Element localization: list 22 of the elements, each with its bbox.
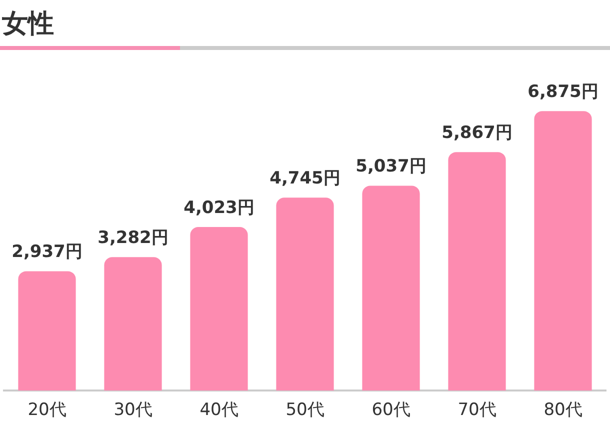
- bar: [104, 257, 162, 391]
- data-label: 4,023円: [184, 198, 254, 218]
- x-tick-label: 80代: [544, 400, 582, 420]
- x-tick-label: 40代: [200, 400, 238, 420]
- bar: [448, 152, 506, 391]
- data-label: 5,867円: [442, 122, 512, 143]
- data-label: 5,037円: [356, 156, 426, 177]
- chart-title: 女性: [1, 8, 55, 41]
- data-label: 3,282円: [98, 228, 168, 248]
- x-tick-label: 50代: [286, 400, 324, 420]
- bar: [534, 111, 592, 391]
- x-tick-label: 60代: [372, 400, 410, 420]
- bar: [190, 227, 248, 391]
- x-tick-label: 20代: [28, 400, 66, 420]
- data-label: 4,745円: [270, 168, 340, 189]
- x-tick-label: 70代: [458, 400, 496, 420]
- bar: [276, 198, 334, 391]
- x-tick-label: 30代: [114, 400, 152, 420]
- data-label: 2,937円: [12, 242, 82, 262]
- bar: [18, 271, 76, 391]
- bar: [362, 186, 420, 391]
- data-label: 6,875円: [528, 82, 598, 102]
